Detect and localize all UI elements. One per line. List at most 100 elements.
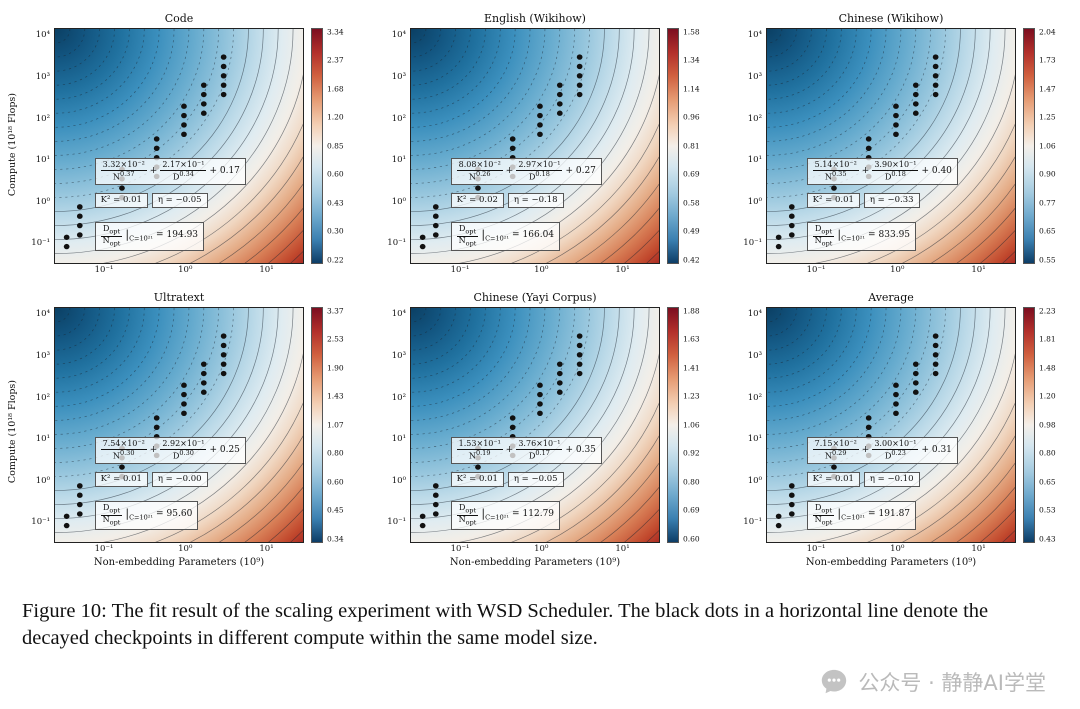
subplot-3: Compute (10¹⁸ Flops) Ultratext 10⁴ 10³ 10² 10… (4, 291, 360, 572)
eta-value-box: η = −0.18 (507, 192, 564, 209)
variable-N: N (112, 172, 120, 182)
fit-formula-box: 7.54×10⁻² N0.30 +2.92×10⁻¹ D0.30 + 0.25 (94, 436, 246, 465)
colorbar-tick-label: 0.96 (683, 112, 700, 122)
x-tick-label: 10⁰ (178, 265, 193, 275)
variable-N: N (102, 514, 110, 524)
y-axis-label-column: Compute (10¹⁸ Flops) (4, 12, 20, 277)
colorbar-tick-label: 0.80 (1039, 448, 1056, 458)
colorbar-wrap: 1.88 1.63 1.41 1.23 1.06 0.92 0.80 0.69 0.60 (660, 306, 716, 543)
fraction: 2.92×10⁻¹ D0.30 (160, 439, 207, 462)
coefficient: 7.54×10⁻² (102, 438, 145, 448)
fit-stats-row: K² = 0.01 η = −0.10 (806, 471, 920, 488)
fraction: 2.17×10⁻¹ D0.34 (160, 160, 207, 183)
y-tick-label: 10¹ (391, 155, 406, 166)
k2-value-box: K² = 0.01 (94, 192, 148, 209)
x-axis-label: Non-embedding Parameters (10⁹) (449, 557, 621, 568)
plot-body: 10⁴ 10³ 10² 10¹ 10⁰ 10⁻¹ 7.15×10⁻² N0.29 +3.00×1… (732, 306, 1072, 543)
colorbar-tick-label: 0.60 (327, 169, 344, 179)
x-tick-label: 10⁻¹ (450, 544, 470, 554)
y-tick-label: 10² (747, 392, 762, 403)
constant-term: + 0.31 (921, 444, 952, 455)
condition-text: C=10²¹ (485, 235, 509, 244)
colorbar-tick-label: 2.04 (1039, 27, 1056, 37)
ratio-value: 166.04 (522, 230, 555, 241)
variable-D: D (172, 172, 180, 182)
vertical-bar: | (125, 228, 130, 242)
colorbar (1023, 28, 1035, 264)
x-tick-label: 10¹ (615, 265, 630, 275)
contour-plot-area: 7.54×10⁻² N0.30 +2.92×10⁻¹ D0.30 + 0.25 K² = … (54, 307, 304, 543)
variable-N: N (458, 514, 466, 524)
condition-text: C=10²¹ (841, 514, 865, 523)
colorbar-tick-label: 3.37 (327, 306, 344, 316)
colorbar-tick-label: 0.81 (683, 141, 700, 151)
colorbar-tick-label: 0.85 (327, 141, 344, 151)
ratio-condition: |C=10²¹ (481, 508, 509, 522)
x-tick-label: 10⁰ (890, 544, 905, 554)
colorbar (667, 307, 679, 543)
colorbar-tick-label: 0.90 (1039, 169, 1056, 179)
y-axis-ticks: 10⁴ 10³ 10² 10¹ 10⁰ 10⁻¹ (376, 307, 410, 543)
fraction: 5.14×10⁻² N0.35 (812, 160, 859, 183)
exponent-N: 0.37 (119, 169, 135, 178)
k2-value-box: K² = 0.01 (806, 471, 860, 488)
eta-value-box: η = −0.10 (863, 471, 920, 488)
variable-N: N (102, 235, 110, 245)
plots-grid: Compute (10¹⁸ Flops) Code 10⁴ 10³ 10² 10¹ 10⁰ 1… (4, 12, 1072, 572)
contour-plot-area: 5.14×10⁻² N0.35 +3.90×10⁻¹ D0.18 + 0.40 K² = … (766, 28, 1016, 264)
k2-value-box: K² = 0.01 (450, 471, 504, 488)
y-axis-ticks: 10⁴ 10³ 10² 10¹ 10⁰ 10⁻¹ (732, 28, 766, 264)
fraction-numerator: 7.15×10⁻² (812, 439, 859, 450)
colorbar-wrap: 3.34 2.37 1.68 1.20 0.85 0.60 0.43 0.30 0.22 (304, 27, 360, 264)
y-axis-label-column (716, 12, 732, 277)
x-tick-label: 10¹ (971, 265, 986, 275)
variable-N: N (814, 514, 822, 524)
plot-body: 10⁴ 10³ 10² 10¹ 10⁰ 10⁻¹ 7.54×10⁻² N0.30 +2.92×1… (20, 306, 360, 544)
y-tick-label: 10³ (391, 72, 406, 83)
subplot-4: Chinese (Yayi Corpus) 10⁴ 10³ 10² 10¹ 10⁰ 10⁻¹… (360, 291, 716, 572)
y-tick-label: 10³ (35, 351, 50, 362)
fraction-numerator: Dopt (456, 503, 479, 516)
plot-body: 10⁴ 10³ 10² 10¹ 10⁰ 10⁻¹ 8.08×10⁻² N0.26 +2.97×1… (376, 27, 716, 265)
colorbar-tick-label: 0.34 (327, 534, 344, 544)
y-tick-label: 10⁻¹ (387, 237, 406, 248)
coefficient: 3.90×10⁻¹ (874, 159, 917, 169)
plus-sign: + (505, 444, 514, 455)
fraction-denominator: N0.19 (467, 449, 492, 462)
fraction: 7.54×10⁻² N0.30 (100, 438, 147, 462)
x-axis-ticks: 10⁻¹ 10⁰ 10¹ (410, 264, 660, 277)
subplot-5: Average 10⁴ 10³ 10² 10¹ 10⁰ 10⁻¹ 7.15×10⁻² N0.29… (716, 291, 1072, 572)
ratio-value: 194.93 (166, 230, 199, 241)
ratio-condition: |C=10²¹ (125, 229, 153, 243)
fraction: Dopt Nopt (812, 224, 835, 248)
k2-value-box: K² = 0.02 (450, 192, 504, 209)
variable-D: D (172, 451, 180, 461)
colorbar-tick-label: 1.23 (683, 391, 700, 401)
y-tick-label: 10⁴ (391, 30, 406, 41)
subscript-opt: opt (821, 239, 833, 248)
variable-D: D (102, 503, 110, 513)
y-axis-label-column: Compute (10¹⁸ Flops) (4, 291, 20, 572)
y-axis-ticks: 10⁴ 10³ 10² 10¹ 10⁰ 10⁻¹ (732, 307, 766, 543)
y-tick-label: 10⁴ (391, 309, 406, 320)
y-axis-ticks: 10⁴ 10³ 10² 10¹ 10⁰ 10⁻¹ (376, 28, 410, 264)
colorbar-tick-label: 0.30 (327, 226, 344, 236)
variable-N: N (468, 172, 476, 182)
colorbar-tick-label: 0.42 (683, 255, 700, 265)
fraction-denominator: D0.18 (527, 170, 552, 183)
fraction-denominator: Nopt (813, 236, 835, 248)
colorbar-tick-label: 2.23 (1039, 306, 1056, 316)
colorbar-tick-label: 1.07 (327, 420, 344, 430)
y-tick-label: 10³ (747, 351, 762, 362)
contour-plot-area: 8.08×10⁻² N0.26 +2.97×10⁻¹ D0.18 + 0.27 K² = … (410, 28, 660, 264)
subplot-main: English (Wikihow) 10⁴ 10³ 10² 10¹ 10⁰ 10⁻¹ 8.08… (376, 12, 716, 277)
colorbar-ticks: 3.34 2.37 1.68 1.20 0.85 0.60 0.43 0.30 0.22 (323, 27, 360, 264)
y-tick-label: 10³ (747, 72, 762, 83)
fit-stats-row: K² = 0.01 η = −0.05 (450, 471, 564, 488)
x-axis-label: Non-embedding Parameters (10⁹) (805, 557, 977, 568)
y-tick-label: 10² (35, 113, 50, 124)
fraction: Dopt Nopt (100, 503, 123, 527)
y-tick-label: 10⁴ (35, 309, 50, 320)
colorbar-wrap: 3.37 2.53 1.90 1.43 1.07 0.80 0.60 0.45 0.34 (304, 306, 360, 544)
plot-body: 10⁴ 10³ 10² 10¹ 10⁰ 10⁻¹ 3.32×10⁻² N0.37 +2.17×1… (20, 27, 360, 264)
